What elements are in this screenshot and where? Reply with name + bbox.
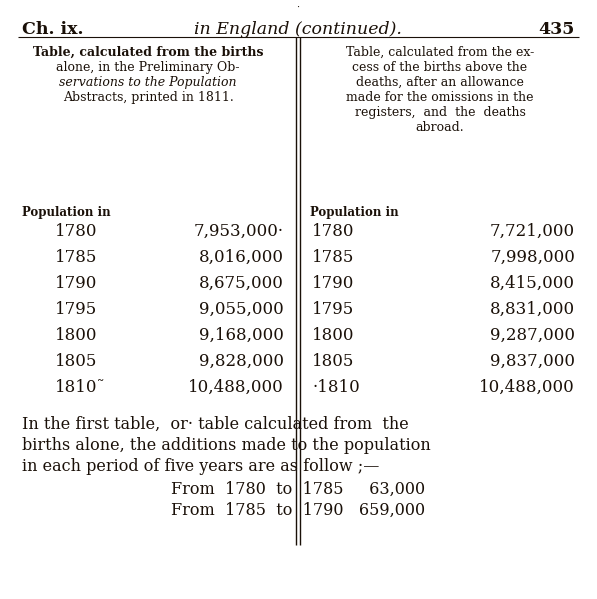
Text: Population in: Population in (310, 206, 399, 219)
Text: 9,837,000: 9,837,000 (490, 353, 575, 370)
Text: deaths, after an allowance: deaths, after an allowance (356, 76, 524, 89)
Text: 1810˜: 1810˜ (55, 379, 106, 396)
Text: 1790: 1790 (55, 275, 97, 292)
Text: 1780: 1780 (55, 223, 97, 240)
Text: 7,953,000·: 7,953,000· (194, 223, 284, 240)
Text: 7,998,000: 7,998,000 (490, 249, 575, 266)
Text: 8,016,000: 8,016,000 (199, 249, 284, 266)
Text: alone, in the Preliminary Ob-: alone, in the Preliminary Ob- (56, 61, 240, 74)
Text: 1805: 1805 (312, 353, 355, 370)
Text: 8,831,000: 8,831,000 (490, 301, 575, 318)
Text: 1795: 1795 (312, 301, 354, 318)
Text: Population in: Population in (22, 206, 110, 219)
Text: 8,675,000: 8,675,000 (199, 275, 284, 292)
Text: 1785: 1785 (312, 249, 355, 266)
Text: 1805: 1805 (55, 353, 97, 370)
Text: 9,168,000: 9,168,000 (199, 327, 284, 344)
Text: 1780: 1780 (312, 223, 355, 240)
Text: 8,415,000: 8,415,000 (490, 275, 575, 292)
Text: 10,488,000: 10,488,000 (188, 379, 284, 396)
Text: 1800: 1800 (312, 327, 355, 344)
Text: 7,721,000: 7,721,000 (490, 223, 575, 240)
Text: abroad.: abroad. (416, 121, 464, 134)
Text: 9,287,000: 9,287,000 (490, 327, 575, 344)
Text: Table, calculated from the births: Table, calculated from the births (33, 46, 263, 59)
Text: registers,  and  the  deaths: registers, and the deaths (355, 106, 525, 119)
Text: 1790: 1790 (312, 275, 355, 292)
Text: ·1810: ·1810 (312, 379, 360, 396)
Text: cess of the births above the: cess of the births above the (352, 61, 528, 74)
Text: in each period of five years are as follow ;—: in each period of five years are as foll… (22, 458, 379, 475)
Text: in England (continued).: in England (continued). (194, 21, 402, 38)
Text: 1800: 1800 (55, 327, 97, 344)
Text: From  1785  to  1790   659,000: From 1785 to 1790 659,000 (171, 502, 425, 519)
Text: In the first table,  or· table calculated from  the: In the first table, or· table calculated… (22, 416, 409, 433)
Text: 9,055,000: 9,055,000 (199, 301, 284, 318)
Text: From  1780  to  1785     63,000: From 1780 to 1785 63,000 (171, 481, 425, 498)
Text: 435: 435 (538, 21, 575, 38)
Text: Ch. ix.: Ch. ix. (22, 21, 84, 38)
Text: servations to the Population: servations to the Population (59, 76, 237, 89)
Text: Abstracts, printed in 1811.: Abstracts, printed in 1811. (63, 91, 233, 104)
Text: 9,828,000: 9,828,000 (199, 353, 284, 370)
Text: 10,488,000: 10,488,000 (479, 379, 575, 396)
Text: 1785: 1785 (55, 249, 97, 266)
Text: births alone, the additions made to the population: births alone, the additions made to the … (22, 437, 431, 454)
Text: 1795: 1795 (55, 301, 97, 318)
Text: made for the omissions in the: made for the omissions in the (346, 91, 534, 104)
Text: Table, calculated from the ex-: Table, calculated from the ex- (346, 46, 534, 59)
Text: ·: · (297, 3, 300, 12)
